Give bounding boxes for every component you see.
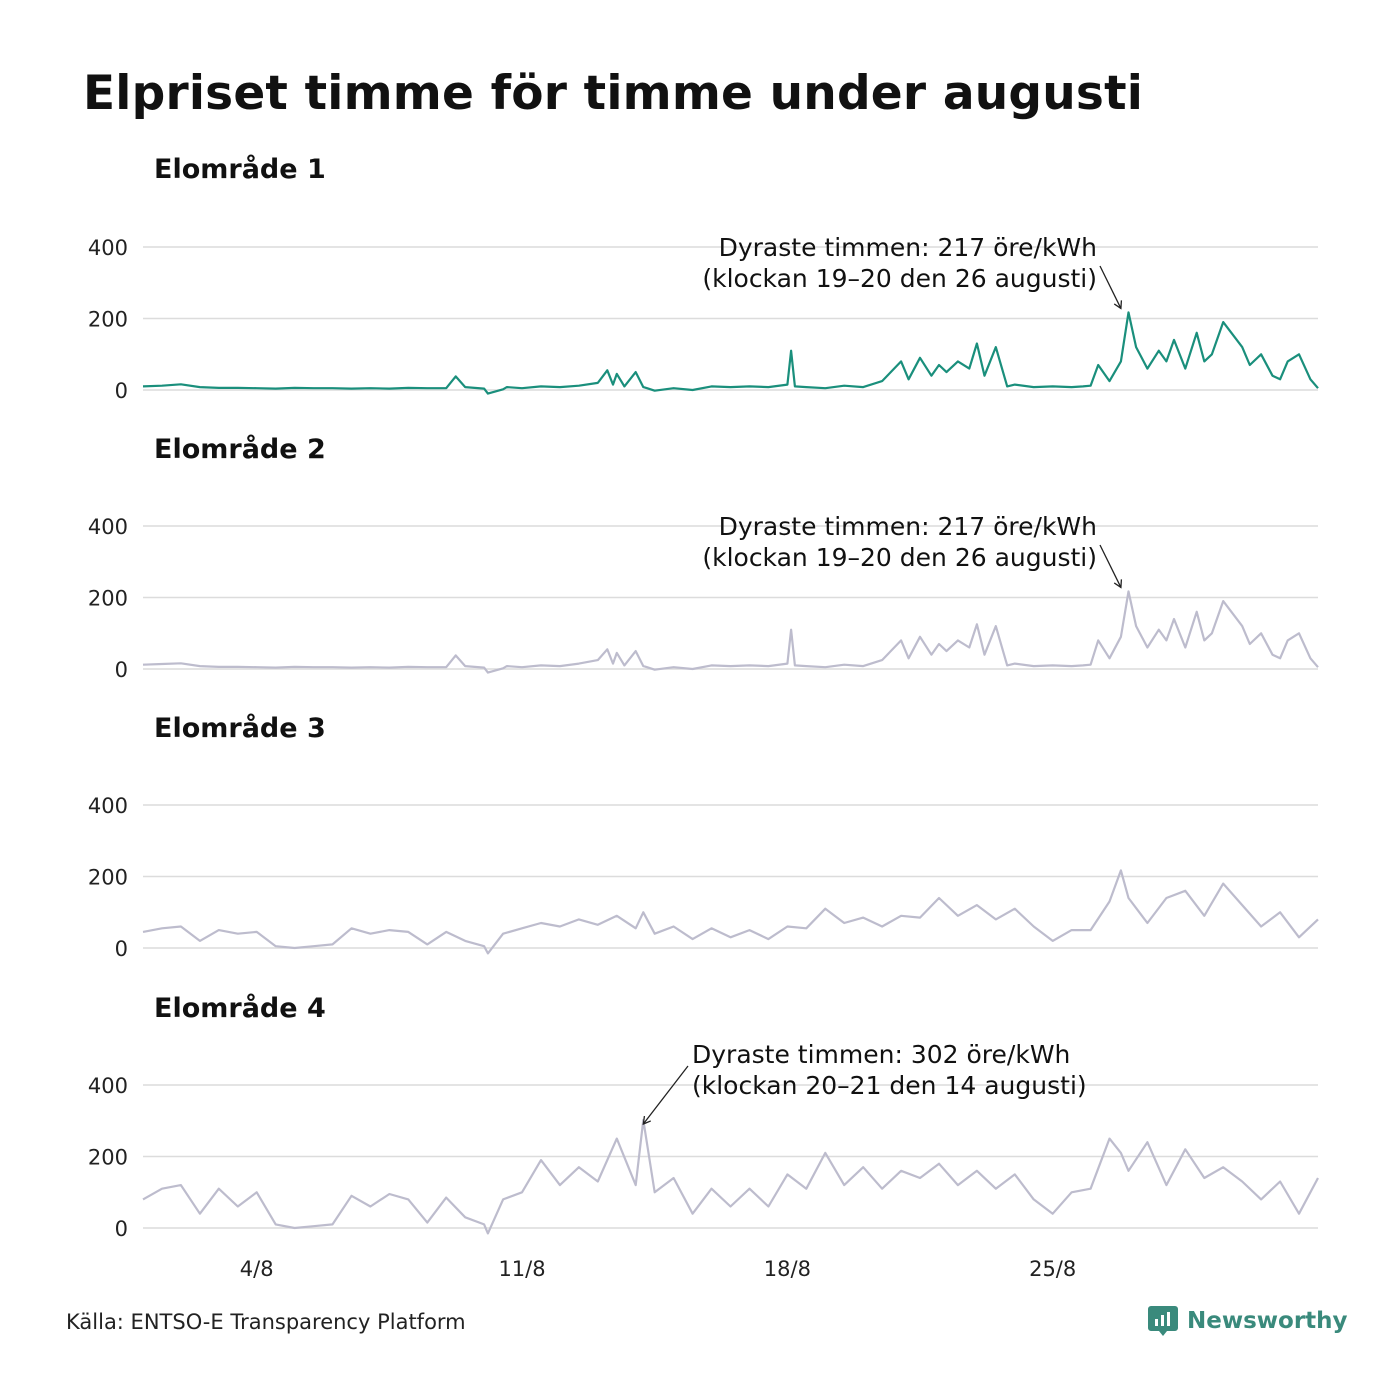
x-tick-label: 4/8 xyxy=(240,1257,274,1281)
x-tick-label: 11/8 xyxy=(498,1257,545,1281)
newsworthy-logo-icon xyxy=(1148,1306,1178,1336)
annotation-text: (klockan 20–21 den 14 augusti) xyxy=(692,1071,1087,1100)
chart-title: Elpriset timme för timme under augusti xyxy=(83,66,1144,121)
panel-title: Elområde 4 xyxy=(154,992,326,1024)
source-note: Källa: ENTSO-E Transparency Platform xyxy=(66,1310,466,1334)
y-tick-label: 0 xyxy=(115,937,128,961)
annotation-text: Dyraste timmen: 302 öre/kWh xyxy=(692,1040,1070,1069)
series-line xyxy=(142,1118,1319,1235)
annotation-text: (klockan 19–20 den 26 augusti) xyxy=(702,264,1097,293)
annotation-text: (klockan 19–20 den 26 augusti) xyxy=(702,543,1097,572)
panel-title: Elområde 3 xyxy=(154,712,326,744)
annotation-arrow xyxy=(642,1065,689,1126)
series-line xyxy=(142,311,1319,395)
series-line xyxy=(142,590,1319,674)
y-tick-label: 400 xyxy=(88,1074,128,1098)
y-tick-label: 200 xyxy=(88,866,128,890)
y-tick-label: 0 xyxy=(115,379,128,403)
annotation-text: Dyraste timmen: 217 öre/kWh xyxy=(719,233,1097,262)
y-tick-label: 400 xyxy=(88,515,128,539)
y-tick-label: 200 xyxy=(88,1146,128,1170)
y-tick-label: 0 xyxy=(115,658,128,682)
y-tick-label: 200 xyxy=(88,308,128,332)
brand-logo: Newsworthy xyxy=(1147,1304,1348,1338)
y-tick-label: 400 xyxy=(88,794,128,818)
panel-title: Elområde 2 xyxy=(154,433,326,465)
annotation-arrow xyxy=(1099,544,1123,589)
brand-name: Newsworthy xyxy=(1187,1308,1348,1334)
y-tick-label: 400 xyxy=(88,236,128,260)
annotation-text: Dyraste timmen: 217 öre/kWh xyxy=(719,512,1097,541)
panel-title: Elområde 1 xyxy=(154,153,326,185)
x-tick-label: 18/8 xyxy=(764,1257,811,1281)
y-tick-label: 0 xyxy=(115,1217,128,1241)
y-tick-label: 200 xyxy=(88,587,128,611)
x-tick-label: 25/8 xyxy=(1029,1257,1076,1281)
annotation-arrow xyxy=(1099,265,1123,310)
series-line xyxy=(142,869,1319,955)
